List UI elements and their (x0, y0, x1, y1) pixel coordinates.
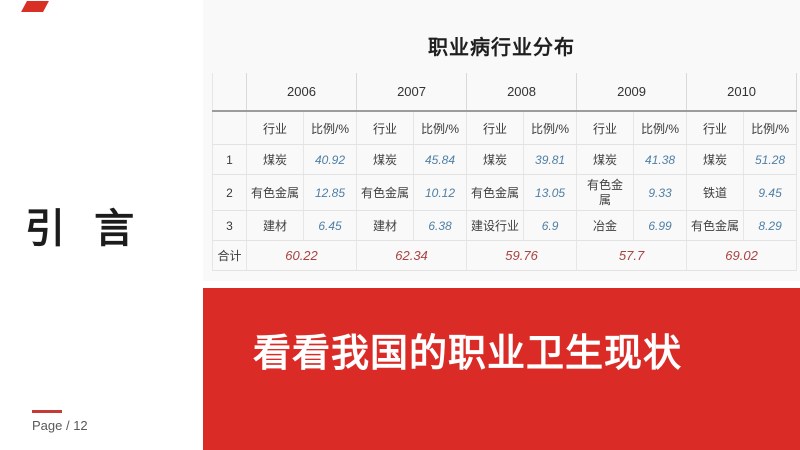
industry-cell: 煤炭 (686, 144, 745, 175)
ratio-cell: 8.29 (743, 210, 798, 241)
industry-cell: 铁道 (686, 174, 745, 211)
footer-accent-line (32, 410, 62, 413)
banner-title: 看看我国的职业卫生现状 (253, 333, 683, 375)
ratio-cell: 41.38 (633, 144, 688, 175)
industry-cell: 煤炭 (356, 144, 415, 175)
ratio-cell: 10.12 (413, 174, 468, 211)
table-row: 2 有色金属 12.85 有色金属 10.12 有色金属 13.05 有色金属 9.33 铁道 9.… (212, 174, 798, 211)
industry-cell: 煤炭 (466, 144, 525, 175)
industry-cell: 有色金属 (466, 174, 525, 211)
industry-header-cell: 行业 (466, 111, 525, 145)
year-header-cell: 2010 (686, 73, 798, 112)
ratio-header-cell: 比例/% (413, 111, 468, 145)
ratio-cell: 6.9 (523, 210, 578, 241)
page-number-label: Page / 12 (32, 418, 88, 433)
ratio-cell: 6.38 (413, 210, 468, 241)
total-value-cell: 69.02 (686, 240, 798, 271)
ratio-cell: 9.45 (743, 174, 798, 211)
industry-header-cell: 行业 (246, 111, 304, 145)
industry-cell: 煤炭 (576, 144, 635, 175)
year-header-row: 2006 2007 2008 2009 2010 (212, 73, 798, 112)
ratio-cell: 51.28 (743, 144, 798, 175)
year-header-cell: 2006 (246, 73, 358, 112)
ratio-header-cell: 比例/% (523, 111, 578, 145)
ratio-cell: 6.45 (303, 210, 358, 241)
industry-cell: 建设行业 (466, 210, 525, 241)
ratio-cell: 6.99 (633, 210, 688, 241)
subheader-row: 行业 比例/% 行业 比例/% 行业 比例/% 行业 比例/% 行业 比例/% (212, 111, 798, 145)
ratio-header-cell: 比例/% (303, 111, 358, 145)
industry-cell: 有色金属 (356, 174, 415, 211)
industry-cell-text: 有色金属 (587, 178, 624, 207)
corner-accent-shape (21, 1, 49, 12)
rank-cell: 1 (212, 144, 247, 175)
table-row: 1 煤炭 40.92 煤炭 45.84 煤炭 39.81 煤炭 41.38 煤炭 51.28 (212, 144, 798, 175)
rank-cell: 2 (212, 174, 247, 211)
ratio-cell: 39.81 (523, 144, 578, 175)
corner-cell (212, 73, 247, 112)
total-value-cell: 57.7 (576, 240, 688, 271)
year-header-cell: 2009 (576, 73, 688, 112)
total-value-cell: 60.22 (246, 240, 358, 271)
industry-cell: 有色金属 (576, 174, 635, 211)
industry-cell: 有色金属 (686, 210, 745, 241)
industry-cell: 冶金 (576, 210, 635, 241)
industry-header-cell: 行业 (356, 111, 415, 145)
corner-cell (212, 111, 247, 145)
ratio-cell: 40.92 (303, 144, 358, 175)
slide-footer: Page / 12 (32, 410, 88, 433)
year-header-cell: 2008 (466, 73, 578, 112)
ratio-cell: 9.33 (633, 174, 688, 211)
ratio-cell: 45.84 (413, 144, 468, 175)
rank-cell: 3 (212, 210, 247, 241)
ratio-cell: 12.85 (303, 174, 358, 211)
year-header-cell: 2007 (356, 73, 468, 112)
industry-header-cell: 行业 (686, 111, 745, 145)
section-title: 引 言 (25, 207, 137, 251)
table-panel: 职业病行业分布 2006 2007 2008 2009 2010 行业 比例/% 行业 比例/%… (203, 0, 800, 281)
highlight-banner: 看看我国的职业卫生现状 (203, 288, 800, 450)
industry-header-cell: 行业 (576, 111, 635, 145)
ratio-header-cell: 比例/% (743, 111, 798, 145)
table-title: 职业病行业分布 (428, 37, 575, 59)
table-row: 3 建材 6.45 建材 6.38 建设行业 6.9 冶金 6.99 有色金属 8.29 (212, 210, 798, 241)
ratio-header-cell: 比例/% (633, 111, 688, 145)
industry-cell: 有色金属 (246, 174, 304, 211)
ratio-cell: 13.05 (523, 174, 578, 211)
total-row: 合计 60.22 62.34 59.76 57.7 69.02 (212, 240, 798, 271)
industry-cell: 建材 (246, 210, 304, 241)
total-value-cell: 59.76 (466, 240, 578, 271)
total-label-cell: 合计 (212, 240, 247, 271)
industry-cell: 建材 (356, 210, 415, 241)
distribution-table: 2006 2007 2008 2009 2010 行业 比例/% 行业 比例/% 行业 比例/% 行业… (212, 73, 798, 271)
industry-cell: 煤炭 (246, 144, 304, 175)
total-value-cell: 62.34 (356, 240, 468, 271)
